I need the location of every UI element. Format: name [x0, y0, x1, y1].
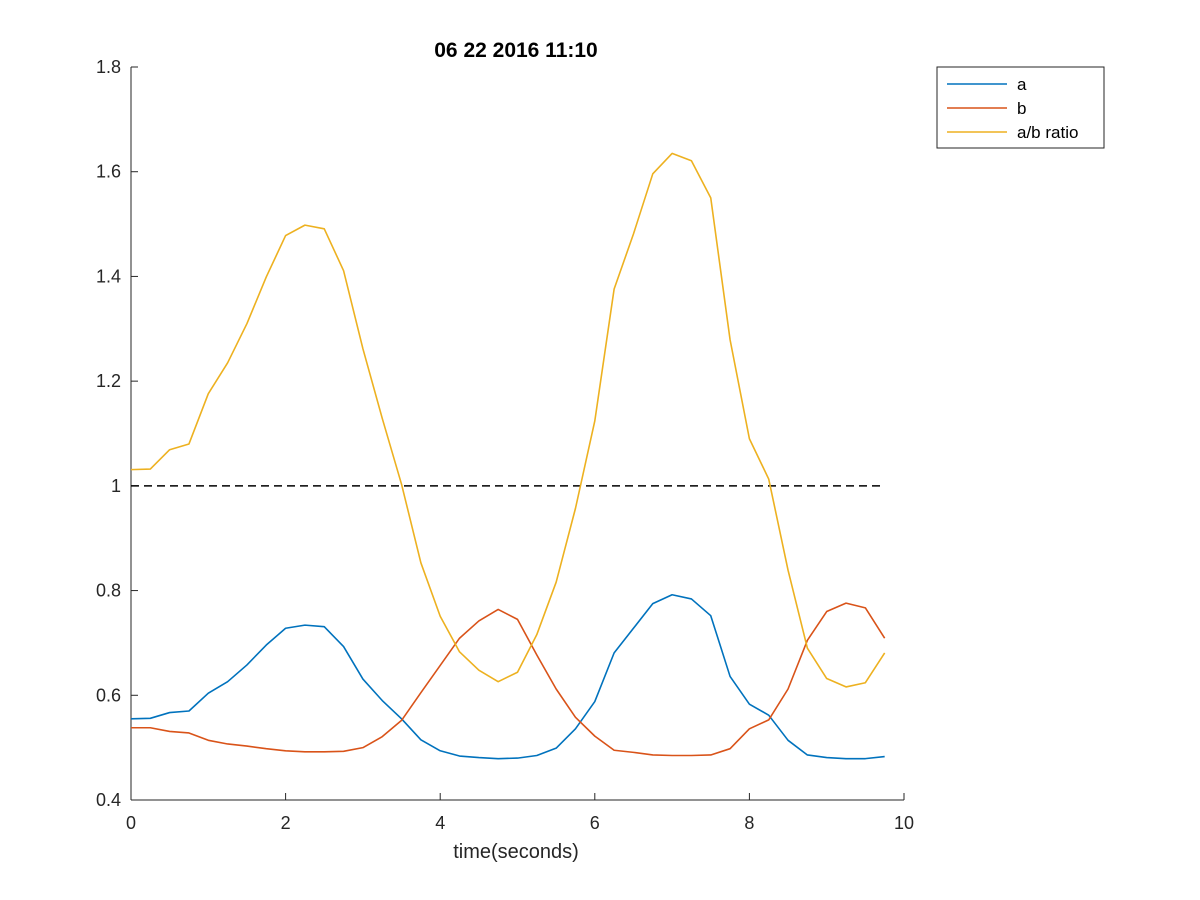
series-line-b: [131, 602, 886, 757]
plot-area: 0 2 4 6 8 10 0.4 0.6 0.8 1 1.2 1.4 1.6 1.8: [96, 57, 914, 833]
y-tick-label: 1: [111, 476, 121, 496]
x-tick-label: 4: [435, 813, 445, 833]
x-tick-label: 8: [744, 813, 754, 833]
x-tick-label: 6: [590, 813, 600, 833]
legend-label: a/b ratio: [1017, 123, 1078, 142]
y-tick-label: 0.6: [96, 685, 121, 705]
y-tick-label: 1.6: [96, 162, 121, 182]
x-tick-label: 0: [126, 813, 136, 833]
legend: ab a/b ratio: [936, 66, 1105, 149]
y-tick-label: 1.2: [96, 371, 121, 391]
series-line-a-b-ratio: [130, 152, 886, 688]
legend-label: b: [1017, 99, 1026, 118]
y-tick-label: 1.8: [96, 57, 121, 77]
series-line-a: [130, 593, 885, 760]
x-tick-label: 10: [894, 813, 914, 833]
legend-label: a: [1017, 75, 1027, 94]
y-tick-label: 0.4: [96, 790, 121, 810]
x-axis-label: time(seconds): [453, 841, 579, 863]
y-tick-label: 0.8: [96, 581, 121, 601]
y-tick-label: 1.4: [96, 266, 121, 286]
x-tick-label: 2: [281, 813, 291, 833]
chart-title: 06 22 2016 11:10: [434, 39, 598, 62]
